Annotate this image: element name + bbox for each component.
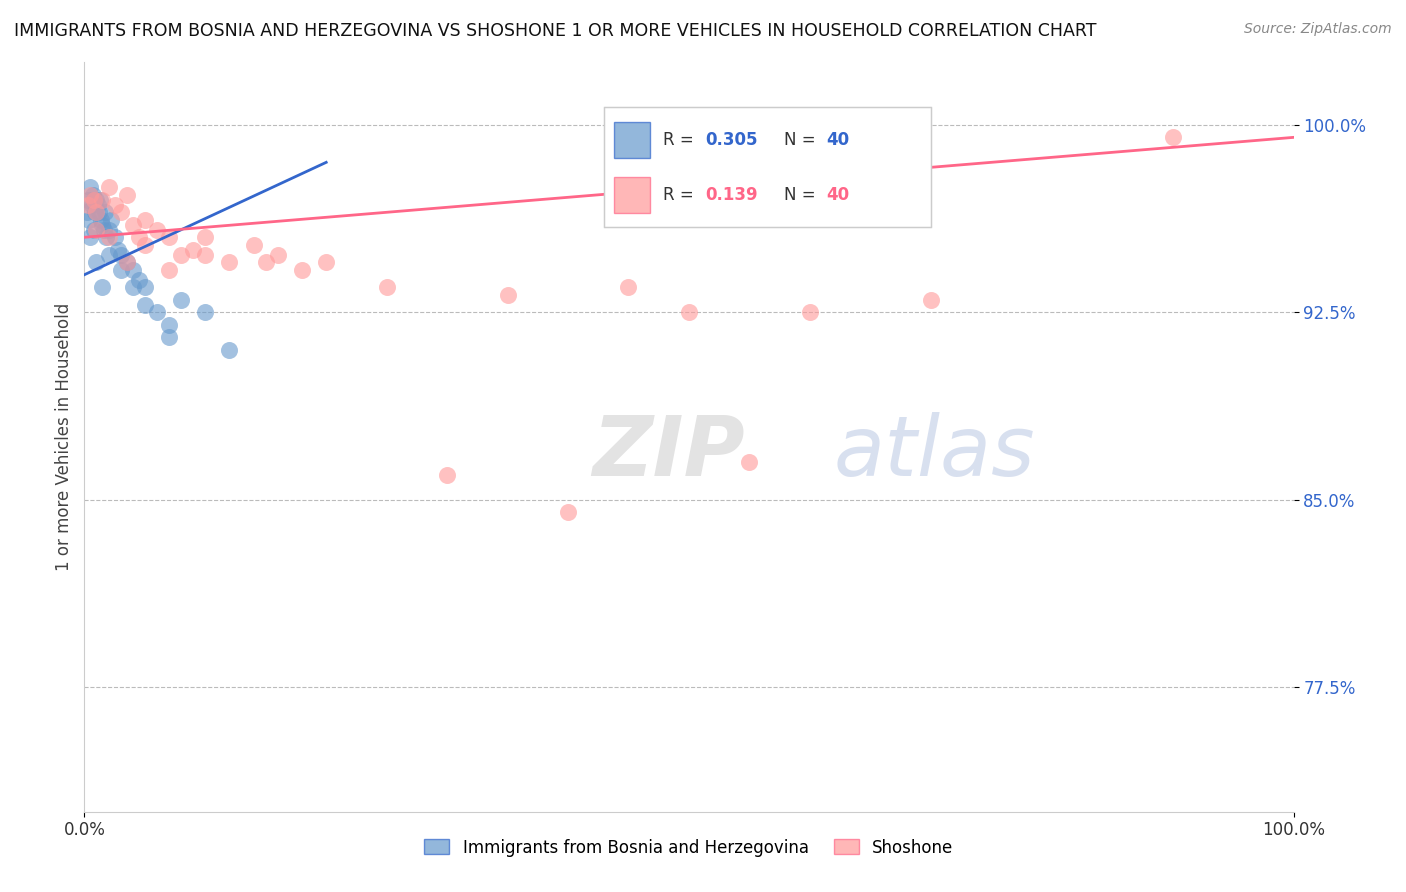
Text: atlas: atlas bbox=[834, 411, 1036, 492]
Point bbox=[157, 230, 180, 244]
Point bbox=[194, 305, 217, 319]
Point bbox=[93, 223, 115, 237]
Point bbox=[86, 198, 108, 212]
Point bbox=[121, 218, 143, 232]
Text: ZIP: ZIP bbox=[592, 411, 745, 492]
Point bbox=[77, 193, 100, 207]
Point bbox=[104, 230, 127, 244]
Point bbox=[194, 248, 217, 262]
Point bbox=[86, 193, 108, 207]
Point bbox=[87, 205, 110, 219]
Point bbox=[77, 198, 100, 212]
Point bbox=[617, 280, 640, 294]
Point bbox=[218, 255, 240, 269]
Point bbox=[678, 305, 700, 319]
Point bbox=[77, 212, 100, 227]
Point bbox=[107, 243, 129, 257]
Legend: Immigrants from Bosnia and Herzegovina, Shoshone: Immigrants from Bosnia and Herzegovina, … bbox=[418, 832, 960, 863]
Point bbox=[80, 198, 103, 212]
Point bbox=[267, 248, 290, 262]
Point bbox=[557, 505, 579, 519]
Point bbox=[79, 180, 101, 194]
Point bbox=[110, 205, 132, 219]
Point bbox=[1161, 130, 1184, 145]
Point bbox=[170, 293, 193, 307]
Point bbox=[79, 187, 101, 202]
Point bbox=[315, 255, 337, 269]
Point bbox=[436, 467, 458, 482]
Point bbox=[115, 255, 138, 269]
Point bbox=[291, 262, 314, 277]
Point bbox=[121, 280, 143, 294]
Point bbox=[91, 218, 114, 232]
Point bbox=[146, 305, 169, 319]
Point bbox=[128, 273, 150, 287]
Point bbox=[104, 198, 127, 212]
Point bbox=[79, 230, 101, 244]
Point bbox=[181, 243, 204, 257]
Point bbox=[91, 193, 114, 207]
Point bbox=[110, 248, 132, 262]
Point bbox=[128, 230, 150, 244]
Point bbox=[375, 280, 398, 294]
Point bbox=[134, 298, 156, 312]
Point bbox=[157, 262, 180, 277]
Point bbox=[146, 223, 169, 237]
Point bbox=[157, 330, 180, 344]
Y-axis label: 1 or more Vehicles in Household: 1 or more Vehicles in Household bbox=[55, 303, 73, 571]
Point bbox=[94, 205, 117, 219]
Point bbox=[799, 305, 821, 319]
Point bbox=[115, 255, 138, 269]
Point bbox=[218, 343, 240, 357]
Point bbox=[83, 223, 105, 237]
Point bbox=[920, 293, 942, 307]
Point bbox=[157, 318, 180, 332]
Point bbox=[97, 230, 120, 244]
Point bbox=[86, 255, 108, 269]
Point bbox=[738, 455, 761, 469]
Point bbox=[97, 223, 120, 237]
Point bbox=[134, 280, 156, 294]
Point bbox=[89, 193, 111, 207]
Point bbox=[242, 237, 264, 252]
Point bbox=[94, 230, 117, 244]
Point bbox=[83, 193, 105, 207]
Point bbox=[86, 205, 108, 219]
Point bbox=[170, 248, 193, 262]
Point bbox=[254, 255, 277, 269]
Point bbox=[76, 205, 98, 219]
Point bbox=[97, 180, 120, 194]
Text: Source: ZipAtlas.com: Source: ZipAtlas.com bbox=[1244, 22, 1392, 37]
Point bbox=[97, 248, 120, 262]
Point bbox=[115, 187, 138, 202]
Point bbox=[100, 212, 122, 227]
Point bbox=[84, 205, 107, 219]
Point bbox=[194, 230, 217, 244]
Point bbox=[496, 287, 519, 301]
Point bbox=[134, 237, 156, 252]
Point bbox=[91, 280, 114, 294]
Point bbox=[90, 212, 112, 227]
Point bbox=[82, 187, 104, 202]
Point bbox=[110, 262, 132, 277]
Point bbox=[83, 193, 105, 207]
Point bbox=[134, 212, 156, 227]
Text: IMMIGRANTS FROM BOSNIA AND HERZEGOVINA VS SHOSHONE 1 OR MORE VEHICLES IN HOUSEHO: IMMIGRANTS FROM BOSNIA AND HERZEGOVINA V… bbox=[14, 22, 1097, 40]
Point bbox=[121, 262, 143, 277]
Point bbox=[86, 223, 108, 237]
Point bbox=[859, 118, 882, 132]
